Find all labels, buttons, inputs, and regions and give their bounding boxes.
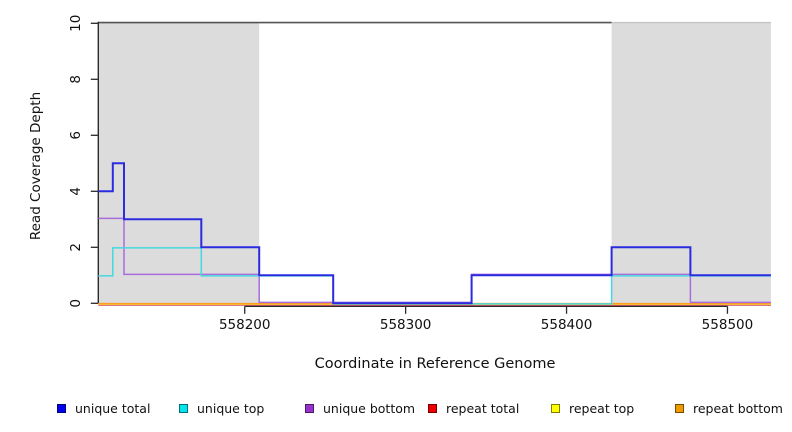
legend-label: unique bottom	[323, 400, 416, 416]
y-tick-label: 0	[68, 299, 84, 308]
legend-swatch-unique-bottom	[305, 403, 314, 413]
y-tick-label: 10	[68, 15, 84, 32]
y-axis-title: Read Coverage Depth	[28, 91, 44, 241]
legend-swatch-unique-top	[179, 403, 188, 413]
series-line-unique-total	[98, 162, 771, 305]
legend-swatch-repeat-total	[428, 403, 437, 413]
legend-label: repeat bottom	[693, 400, 783, 416]
legend-swatch-unique-total	[57, 403, 66, 413]
x-tick-label: 558500	[702, 317, 754, 333]
legend-item-repeat-total: repeat total	[428, 399, 519, 417]
legend-label: repeat total	[446, 400, 520, 416]
legend: unique total unique top unique bottom repea…	[0, 399, 792, 421]
legend-swatch-repeat-top	[551, 403, 560, 413]
legend-item-unique-total: unique total	[57, 399, 150, 417]
x-tick-label: 558300	[380, 317, 432, 333]
legend-label: unique total	[75, 400, 151, 416]
y-tick-label: 6	[68, 131, 84, 140]
y-tick-label: 2	[68, 243, 84, 252]
legend-item-repeat-bottom: repeat bottom	[675, 399, 783, 417]
x-tick-label: 558200	[219, 317, 271, 333]
legend-label: unique top	[197, 400, 265, 416]
y-tick-label: 8	[68, 75, 84, 84]
x-axis-title: Coordinate in Reference Genome	[314, 356, 556, 372]
legend-swatch-repeat-bottom	[675, 403, 684, 413]
legend-label: repeat top	[569, 400, 635, 416]
legend-item-unique-bottom: unique bottom	[305, 399, 415, 417]
x-tick-label: 558400	[541, 317, 593, 333]
y-tick-label: 4	[68, 187, 84, 196]
legend-item-repeat-top: repeat top	[551, 399, 634, 417]
shaded-region-0	[98, 22, 260, 304]
legend-item-unique-top: unique top	[179, 399, 264, 417]
